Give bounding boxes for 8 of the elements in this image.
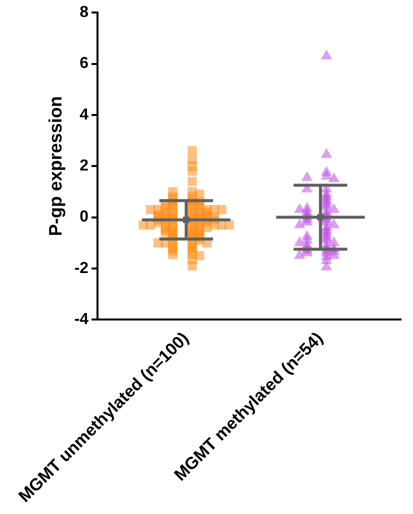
y-tick-label: 6	[80, 55, 89, 72]
y-tick-label: 4	[80, 106, 89, 124]
y-tick-label: 2	[80, 158, 89, 175]
y-tick-label: -2	[74, 260, 89, 277]
y-tick-label: -4	[74, 311, 89, 328]
y-tick-label: 8	[80, 4, 89, 22]
y-axis-title: P-gp expression	[46, 96, 66, 236]
y-tick-label: 0	[80, 208, 89, 226]
